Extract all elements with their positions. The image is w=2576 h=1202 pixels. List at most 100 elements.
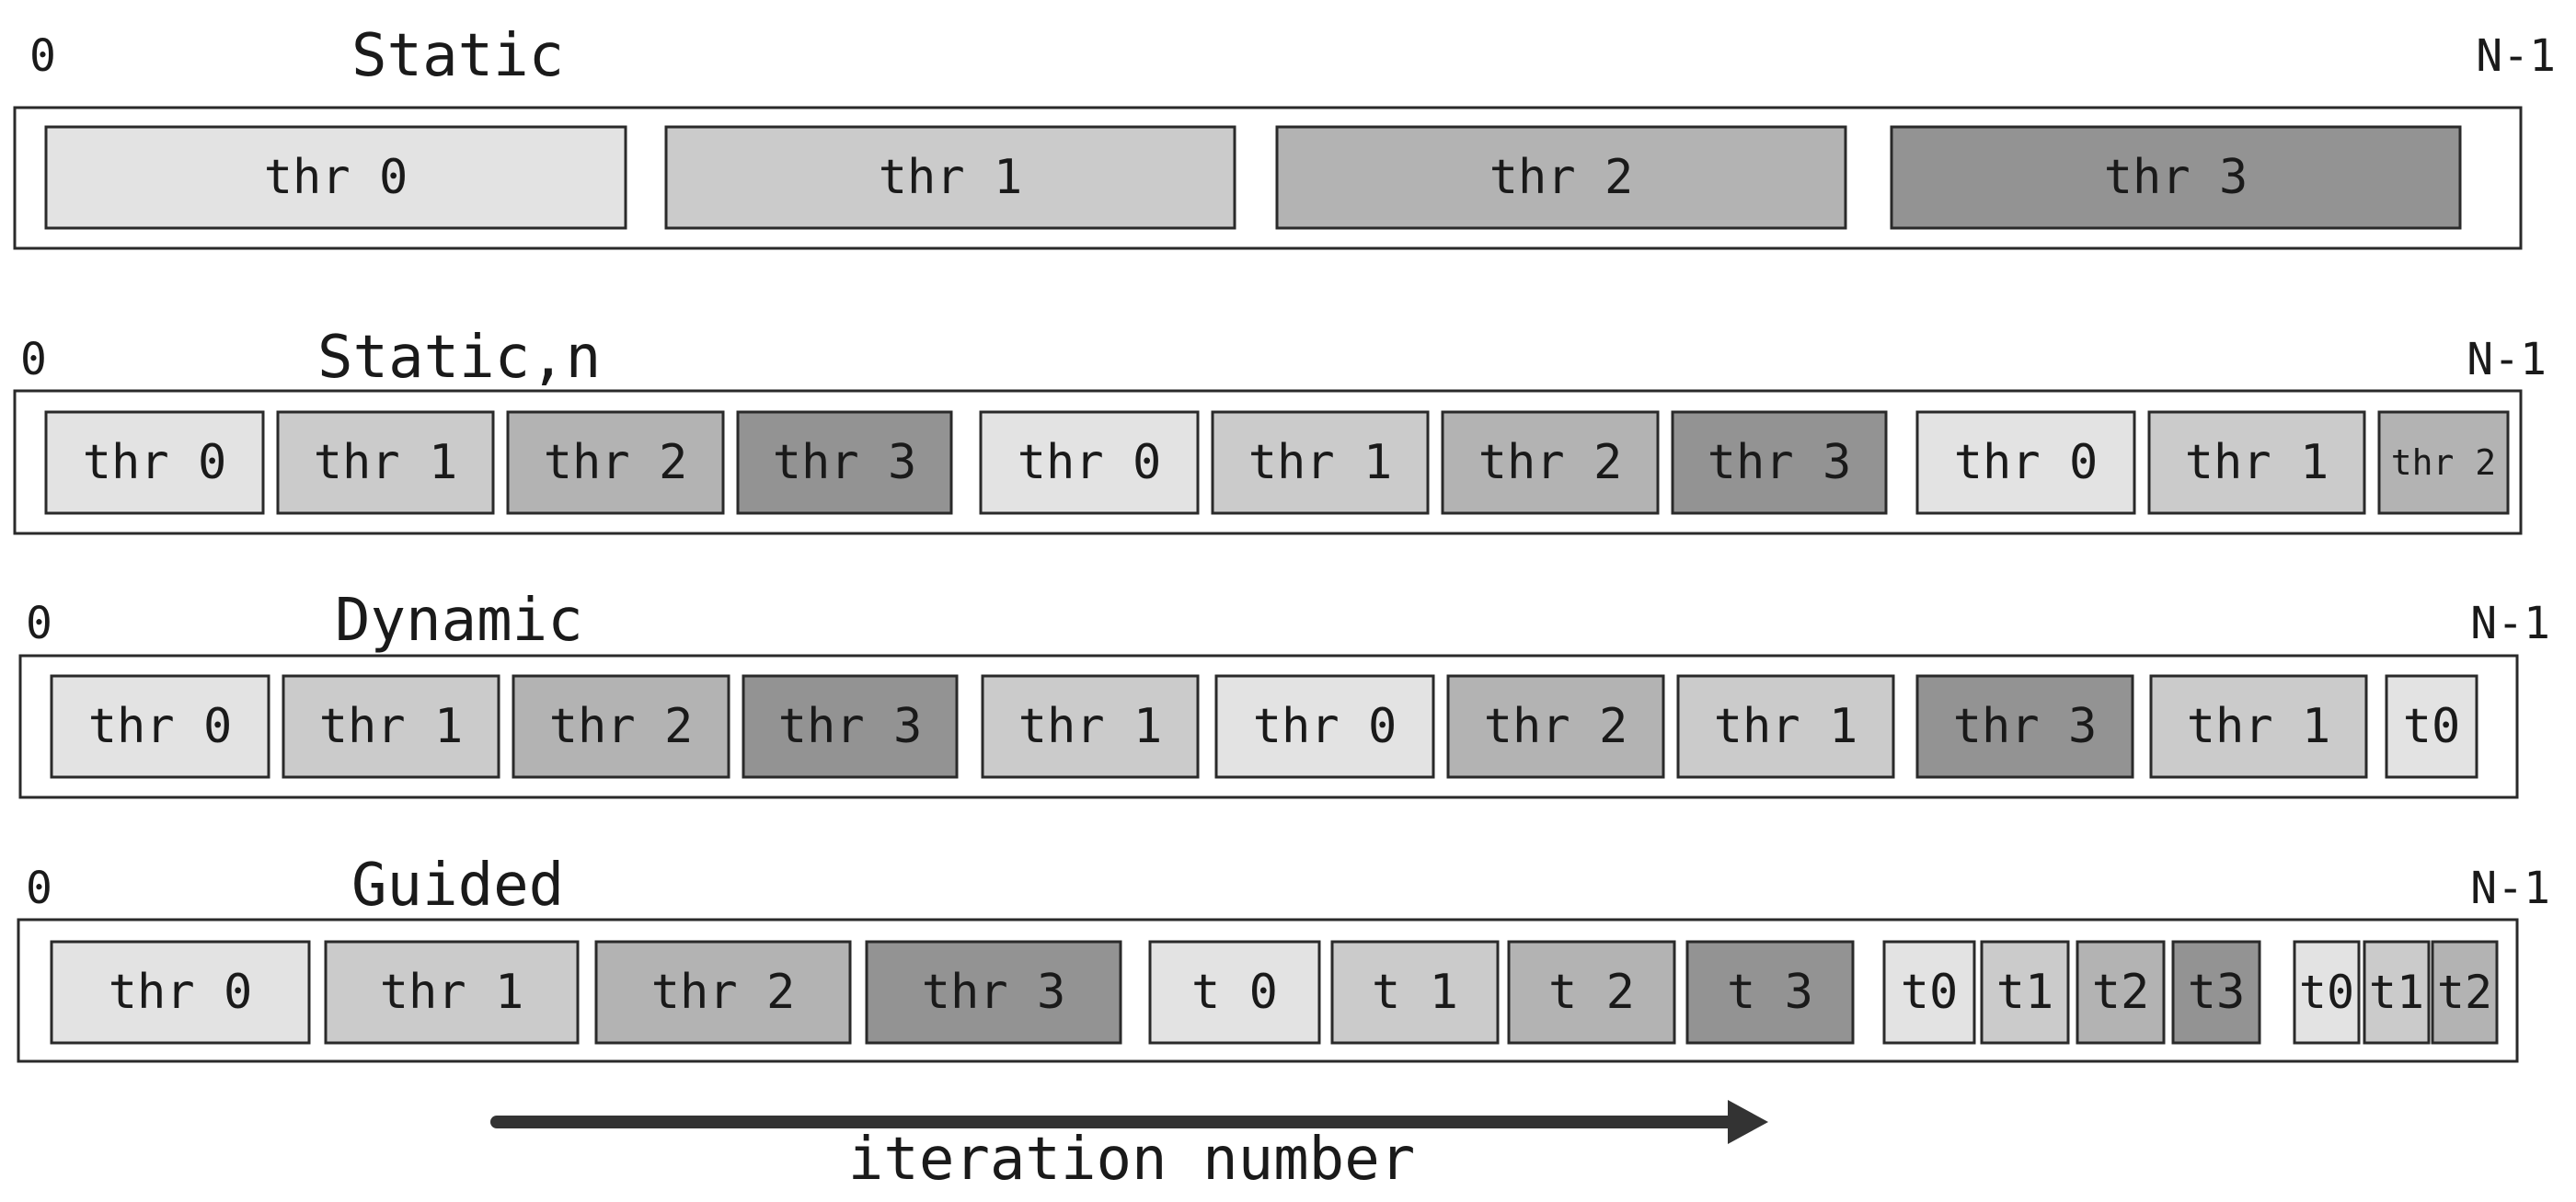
thread-block-label: t3	[2188, 965, 2246, 1020]
thread-block-rect	[2147, 410, 2366, 515]
thread-block-rect	[1915, 674, 2134, 779]
thread-block-rect	[44, 125, 627, 230]
thread-block-rect	[1882, 940, 1976, 1045]
thread-block-label: thr 0	[83, 435, 227, 490]
thread-block: thr 1	[1211, 410, 1430, 515]
thread-block-rect	[1671, 410, 1888, 515]
arrow-head	[1728, 1100, 1768, 1144]
thread-block-rect	[276, 410, 495, 515]
thread-block: t2	[2431, 940, 2499, 1045]
thread-block-label: t 0	[1191, 965, 1278, 1020]
thread-block-label: thr 1	[2185, 435, 2329, 490]
thread-block-label: thr 2	[549, 699, 694, 754]
thread-block-label: t1	[1996, 965, 2054, 1020]
thread-block-label: thr 2	[544, 435, 688, 490]
thread-block-label: thr 1	[1248, 435, 1393, 490]
thread-block-label: thr 1	[319, 699, 464, 754]
thread-block: thr 3	[1915, 674, 2134, 779]
thread-block: thr 0	[44, 410, 265, 515]
thread-block-rect	[50, 674, 270, 779]
thread-block-rect	[1676, 674, 1895, 779]
row-static-n: 0 Static,n N-1 thr 0 thr 1 thr 2 thr 3 thr 0…	[13, 324, 2547, 535]
thread-block: thr 0	[50, 674, 270, 779]
thread-block-label: thr 3	[1708, 435, 1852, 490]
thread-block-label: thr 2	[1478, 435, 1623, 490]
thread-block-rect	[2385, 674, 2478, 779]
thread-block: thr 2	[512, 674, 730, 779]
thread-block-label: thr 1	[1714, 699, 1858, 754]
thread-block-rect	[2363, 940, 2431, 1045]
thread-block-rect	[1441, 410, 1660, 515]
thread-block-rect	[1148, 940, 1321, 1045]
axis-label: iteration number	[848, 1126, 1416, 1194]
thread-block-rect	[742, 674, 959, 779]
row-frame	[17, 918, 2519, 1063]
thread-block-label: t 1	[1372, 965, 1458, 1020]
row-end-label: N-1	[2476, 30, 2556, 82]
row-frame	[18, 654, 2519, 799]
thread-block: t 3	[1685, 940, 1855, 1045]
thread-block-rect	[1330, 940, 1500, 1045]
thread-block-label: t 2	[1548, 965, 1635, 1020]
thread-block: t2	[2076, 940, 2166, 1045]
thread-block-rect	[2149, 674, 2368, 779]
thread-block: thr 3	[1671, 410, 1888, 515]
thread-block: t0	[2385, 674, 2478, 779]
thread-block: thr 0	[1214, 674, 1435, 779]
thread-block-rect	[979, 410, 1200, 515]
row-title: Static	[351, 22, 564, 90]
thread-block-rect	[1275, 125, 1847, 230]
row-blocks: thr 0 thr 1 thr 2 thr 3	[44, 125, 2462, 230]
thread-block: thr 1	[324, 940, 580, 1045]
row-end-label: N-1	[2470, 863, 2550, 914]
row-start-label: 0	[26, 598, 52, 649]
thread-block-label: t0	[2403, 699, 2461, 754]
thread-block-label: thr 0	[1018, 435, 1162, 490]
thread-block: thr 0	[44, 125, 627, 230]
thread-block-rect	[1890, 125, 2462, 230]
thread-block-rect	[2377, 410, 2510, 515]
row-blocks: thr 0 thr 1 thr 2 thr 3 thr 0 thr 1 thr 2 thr 3…	[44, 410, 2510, 515]
row-frame	[13, 106, 2523, 250]
thread-block: thr 0	[50, 940, 311, 1045]
thread-block-label: t0	[1901, 965, 1959, 1020]
thread-block: thr 2	[2377, 410, 2510, 515]
thread-block-rect	[981, 674, 1200, 779]
row-end-label: N-1	[2467, 334, 2547, 385]
thread-block-label: thr 3	[773, 435, 917, 490]
thread-block-label: thr 1	[380, 965, 524, 1020]
thread-block-label: thr 1	[2187, 699, 2331, 754]
thread-block: thr 1	[276, 410, 495, 515]
row-blocks: thr 0 thr 1 thr 2 thr 3 thr 1 thr 0 thr 2 thr 1…	[50, 674, 2478, 779]
thread-block-rect	[664, 125, 1236, 230]
thread-block: thr 0	[1915, 410, 2136, 515]
thread-block: thr 2	[594, 940, 852, 1045]
row-frame	[13, 389, 2523, 535]
thread-block: thr 3	[742, 674, 959, 779]
thread-block: thr 1	[2147, 410, 2366, 515]
thread-block-label: t2	[2437, 966, 2492, 1019]
thread-block-label: thr 0	[88, 699, 233, 754]
row-guided: 0 Guided N-1 thr 0 thr 1 thr 2 thr 3 t 0 t 1 t…	[17, 852, 2550, 1063]
thread-block-rect	[594, 940, 852, 1045]
thread-block: thr 2	[1441, 410, 1660, 515]
thread-block-label: thr 0	[109, 965, 253, 1020]
thread-block: thr 0	[979, 410, 1200, 515]
thread-block: t 0	[1148, 940, 1321, 1045]
thread-block-label: thr 2	[1489, 150, 1634, 205]
thread-block-label: thr 1	[1018, 699, 1163, 754]
thread-block-rect	[506, 410, 725, 515]
thread-block-label: thr 3	[778, 699, 923, 754]
thread-block-rect	[1915, 410, 2136, 515]
row-start-label: 0	[29, 30, 56, 82]
thread-block-label: thr 0	[264, 150, 408, 205]
row-static: 0 Static N-1 thr 0 thr 1 thr 2 thr 3	[13, 22, 2556, 250]
thread-block-rect	[865, 940, 1122, 1045]
thread-block-label: thr 0	[1253, 699, 1397, 754]
thread-block-label: thr 2	[651, 965, 796, 1020]
thread-block: thr 2	[1446, 674, 1665, 779]
thread-block-rect	[1507, 940, 1676, 1045]
